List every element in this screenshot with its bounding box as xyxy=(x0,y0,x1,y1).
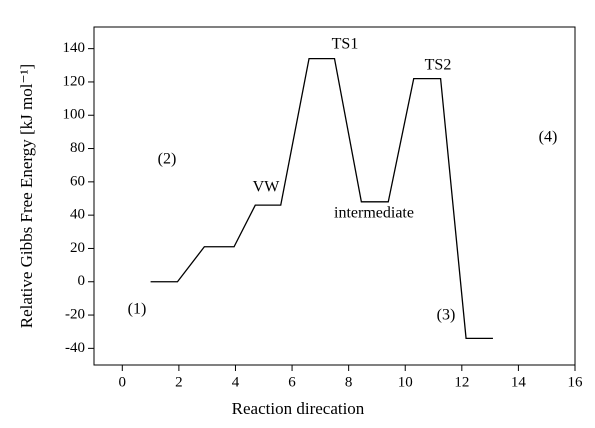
annotation: (3) xyxy=(437,307,456,324)
x-tick-label: 14 xyxy=(511,374,527,390)
energy-line xyxy=(151,59,493,339)
y-tick-label: 60 xyxy=(70,173,85,189)
x-axis-label: Reaction direcation xyxy=(232,399,365,418)
x-tick-label: 4 xyxy=(232,374,240,390)
x-tick-label: 0 xyxy=(119,374,127,390)
y-tick-label: 140 xyxy=(63,40,86,56)
plot-frame xyxy=(94,27,575,365)
x-tick-label: 8 xyxy=(345,374,353,390)
x-tick-label: 6 xyxy=(288,374,296,390)
y-tick-label: 40 xyxy=(70,207,85,223)
x-tick-label: 16 xyxy=(568,374,584,390)
y-tick-label: 100 xyxy=(63,107,86,123)
y-tick-label: -40 xyxy=(65,340,85,356)
x-tick-label: 2 xyxy=(175,374,183,390)
chart: Reaction direcation Relative Gibbs Free … xyxy=(0,0,595,428)
y-tick-label: 0 xyxy=(78,273,86,289)
annotation: intermediate xyxy=(334,205,414,222)
annotation: (4) xyxy=(539,129,558,146)
y-axis-label: Relative Gibbs Free Energy [kJ mol⁻¹] xyxy=(17,64,36,328)
x-tick-label: 12 xyxy=(454,374,469,390)
annotation: (2) xyxy=(158,151,177,168)
y-tick-label: 120 xyxy=(63,73,86,89)
annotation: VW xyxy=(253,179,281,196)
y-tick-label: -20 xyxy=(65,306,85,322)
y-tick-label: 20 xyxy=(70,240,85,256)
annotation: TS2 xyxy=(425,57,452,74)
x-tick-label: 10 xyxy=(398,374,413,390)
annotation: (1) xyxy=(128,301,147,318)
y-tick-label: 80 xyxy=(70,140,85,156)
annotation: TS1 xyxy=(332,36,359,53)
